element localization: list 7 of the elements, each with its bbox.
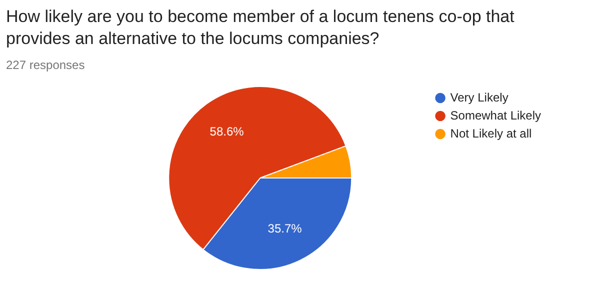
chart-title: How likely are you to become member of a locum tenens co-op that provides an alternative to the locums companies? (5, 6, 516, 50)
legend-label: Very Likely (450, 90, 508, 104)
legend-label: Somewhat Likely (450, 108, 542, 122)
data-label: 58.6% (210, 124, 244, 138)
legend-label: Not Likely at all (450, 126, 532, 140)
text: 227 responses (5, 57, 86, 72)
data-label: 35.7% (268, 221, 302, 236)
